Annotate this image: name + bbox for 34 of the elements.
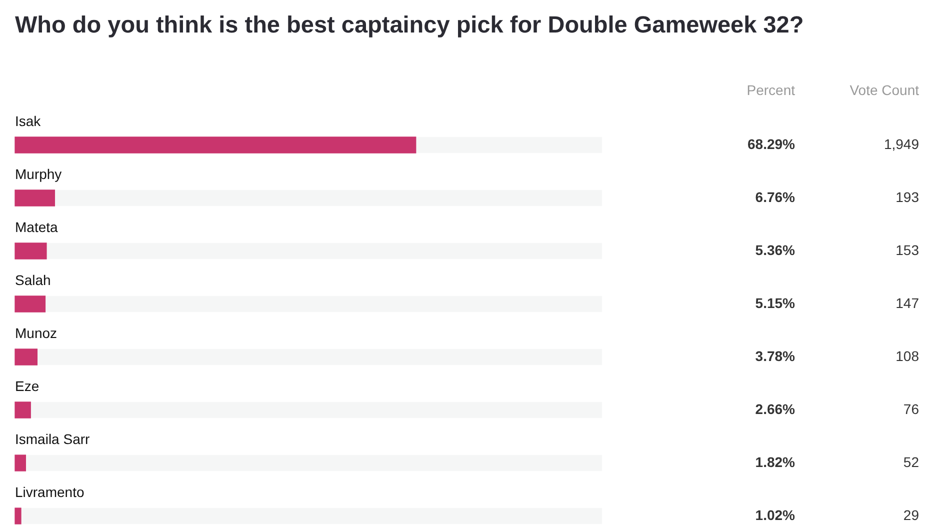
y-tick-label: Eze [15, 378, 40, 394]
text: 29 [903, 506, 920, 523]
y-tick-label: Murphy [15, 166, 62, 182]
text: 147 [896, 294, 920, 311]
text: 108 [896, 348, 920, 364]
bar [14, 190, 56, 206]
text: Vote Count [850, 82, 920, 98]
y-tick-label: Isak [15, 112, 42, 129]
y-tick-label: Ismaila Sarr [15, 430, 90, 447]
data-label: 3.78% [755, 348, 796, 364]
text: Percent [746, 82, 796, 98]
text: 52 [903, 454, 920, 470]
data-label: 5.15% [755, 294, 796, 311]
data-label: 1.82% [755, 454, 796, 470]
bar [14, 508, 22, 524]
y-tick-label: Salah [15, 272, 51, 288]
bar [14, 296, 46, 312]
data-label: 2.66% [755, 400, 796, 417]
text: 76 [903, 400, 920, 417]
data-label: 68.29% [748, 136, 796, 152]
text: 193 [896, 188, 920, 205]
text: 153 [896, 242, 920, 258]
data-label: 6.76% [755, 188, 796, 205]
bar [14, 402, 31, 418]
y-tick-label: Munoz [15, 324, 58, 341]
data-label: 5.36% [755, 242, 796, 258]
bar [14, 454, 26, 472]
bar [14, 242, 47, 260]
text: 1,949 [884, 136, 920, 152]
y-tick-label: Livramento [15, 484, 84, 500]
y-tick-label: Mateta [15, 218, 58, 235]
bar [14, 348, 38, 366]
data-label: 1.02% [755, 506, 796, 523]
chart-title: Who do you think is the best captaincy pick for Double Gameweek 32? [15, 11, 804, 38]
